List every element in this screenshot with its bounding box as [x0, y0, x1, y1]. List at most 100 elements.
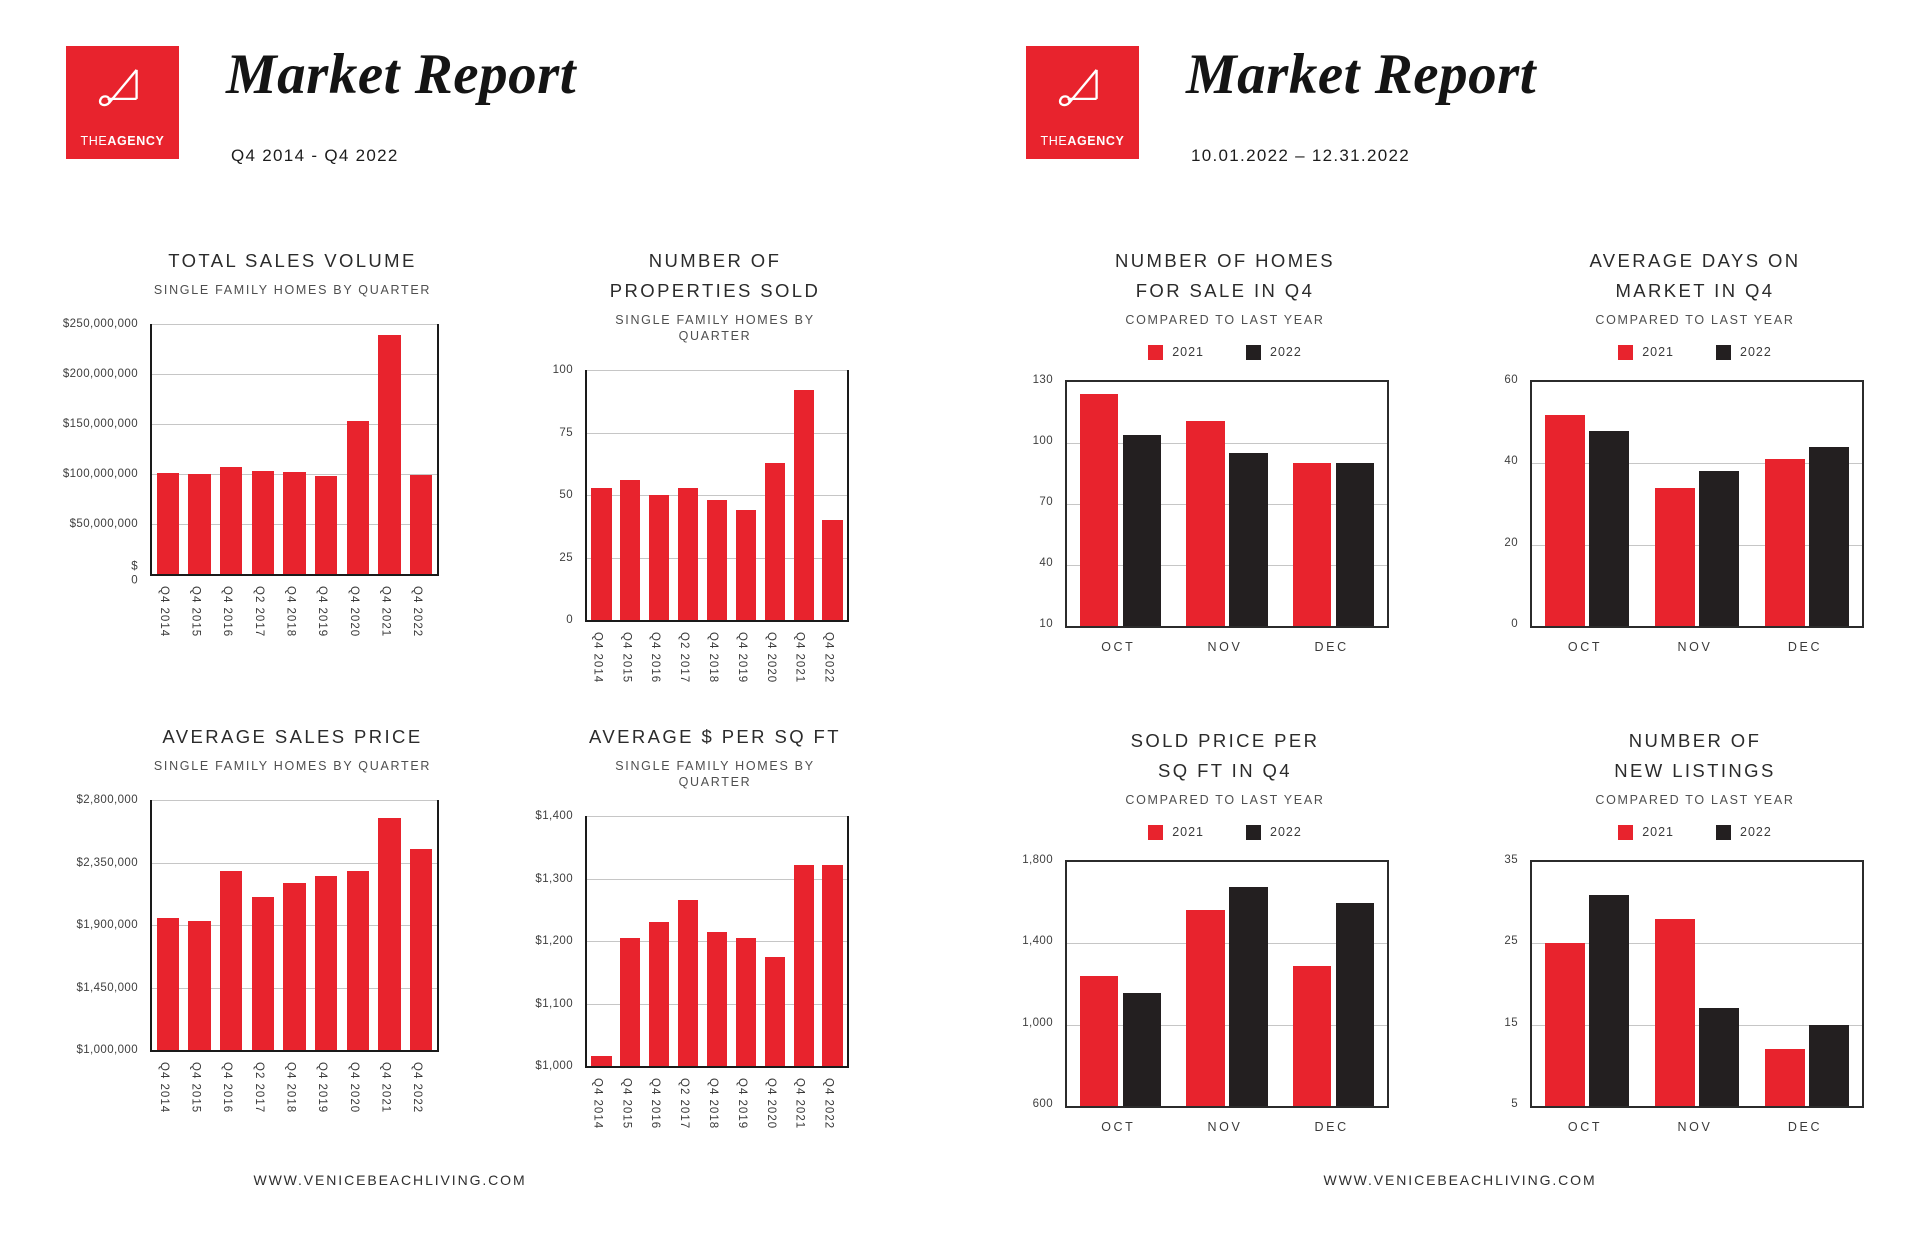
- legend-item: 2022: [1716, 824, 1772, 840]
- legend-label: 2022: [1740, 345, 1772, 359]
- x-tick-label: Q4 2015: [189, 586, 202, 638]
- x-tick-label: Q4 2022: [822, 632, 835, 684]
- y-tick-label: 1,000: [1022, 1016, 1053, 1029]
- chart-title-line: AVERAGE SALES PRICE: [162, 726, 423, 747]
- chart-number-of-properties-sold: NUMBER OF PROPERTIES SOLD SINGLE FAMILY H…: [530, 246, 849, 740]
- plot-area: [1065, 380, 1389, 628]
- chart-subtitle: COMPARED TO LAST YEAR: [1125, 793, 1325, 807]
- bar: [793, 390, 814, 620]
- x-tick-label: Q4 2014: [591, 632, 604, 684]
- bar: [188, 920, 211, 1050]
- chart-title-line: TOTAL SALES VOLUME: [168, 250, 417, 271]
- x-tick-label: Q4 2022: [822, 1078, 835, 1130]
- page-title: Market Report: [1186, 43, 1537, 106]
- bar-2021: [1292, 463, 1332, 626]
- bar-2021: [1079, 975, 1118, 1106]
- y-tick-label: $ 0: [131, 560, 138, 587]
- y-tick-label: $1,900,000: [76, 918, 138, 931]
- x-tick-label: NOV: [1207, 1120, 1243, 1134]
- gridline: [587, 370, 847, 371]
- x-tick-label: Q4 2019: [316, 586, 329, 638]
- y-tick-label: 20: [1504, 536, 1518, 549]
- x-tick-label: Q4 2018: [707, 1078, 719, 1130]
- legend-label: 2021: [1642, 825, 1674, 839]
- gridline: [587, 432, 847, 434]
- x-tick-label: Q2 2017: [252, 586, 265, 638]
- chart-number-of-new-listings: NUMBER OF NEW LISTINGS COMPARED TO LAST YE…: [1480, 726, 1864, 1140]
- chart-title-line: SOLD PRICE PER: [1130, 730, 1320, 751]
- x-axis-labels: OCT NOV DEC: [1065, 1120, 1385, 1140]
- chart-subtitle: COMPARED TO LAST YEAR: [1595, 313, 1795, 327]
- x-tick-label: Q4 2016: [649, 632, 662, 684]
- legend-swatch-2021: [1618, 824, 1634, 840]
- plot-area: [150, 324, 439, 576]
- bar: [764, 462, 785, 620]
- gridline: [1532, 463, 1862, 465]
- legend-swatch-2022: [1716, 344, 1731, 360]
- bar: [620, 480, 641, 620]
- website-footer: WWW.VENICEBEACHLIVING.COM: [1323, 1172, 1597, 1188]
- y-tick-label: $1,300: [535, 872, 573, 885]
- bar: [735, 937, 756, 1066]
- bar: [156, 473, 179, 574]
- gridline: [1532, 1024, 1862, 1026]
- x-tick-label: DEC: [1787, 640, 1823, 654]
- y-tick-label: 60: [1504, 373, 1518, 386]
- bar-2021: [1654, 918, 1695, 1106]
- gridline: [152, 862, 437, 864]
- gridline: [1067, 443, 1387, 444]
- bar: [793, 864, 814, 1066]
- x-tick-label: Q4 2019: [735, 1078, 748, 1130]
- x-tick-label: Q4 2018: [707, 632, 719, 684]
- chart-subtitle: SINGLE FAMILY HOMES BY QUARTER: [153, 759, 432, 773]
- x-axis-labels: OCT NOV DEC: [1530, 1120, 1860, 1140]
- y-axis: 130 100 70 40 10: [1015, 374, 1065, 630]
- y-tick-label: $1,400: [535, 809, 573, 822]
- y-tick-label: 75: [559, 426, 573, 439]
- gridline: [587, 495, 847, 496]
- page-right: THEAGENCY Market Report 10.01.2022 – 12.…: [960, 0, 1920, 1242]
- x-tick-label: OCT: [1101, 1120, 1136, 1134]
- bar-2022: [1229, 453, 1268, 626]
- agency-a-icon: [98, 69, 138, 107]
- bar-2022: [1809, 1024, 1850, 1106]
- brand-agency: AGENCY: [1067, 134, 1125, 148]
- x-axis-labels: Q4 2014 Q4 2015 Q4 2016 Q2 2017 Q4 2018 Q4 20…: [150, 586, 435, 694]
- page-date-range: Q4 2014 - Q4 2022: [231, 146, 399, 165]
- gridline: [152, 324, 437, 325]
- bar: [315, 876, 338, 1050]
- agency-wordmark: THEAGENCY: [66, 134, 179, 148]
- chart-legend: 2021 2022: [1530, 344, 1860, 360]
- x-tick-label: Q4 2020: [764, 632, 777, 684]
- legend-swatch-2021: [1618, 344, 1634, 360]
- x-tick-label: Q4 2020: [764, 1078, 777, 1130]
- legend-label: 2022: [1270, 345, 1302, 359]
- x-tick-label: NOV: [1677, 640, 1713, 654]
- bar-2021: [1079, 394, 1118, 626]
- brand-the: THE: [1040, 134, 1068, 148]
- page-date-range: 10.01.2022 – 12.31.2022: [1191, 146, 1410, 165]
- y-tick-label: $250,000,000: [62, 317, 138, 330]
- bar-2021: [1544, 943, 1585, 1106]
- bar: [283, 883, 306, 1050]
- chart-title-line: AVERAGE $ PER SQ FT: [589, 726, 841, 747]
- y-tick-label: $2,800,000: [76, 793, 138, 806]
- gridline: [152, 424, 437, 425]
- chart-title-line: NEW LISTINGS: [1614, 760, 1776, 781]
- legend-item: 2021: [1618, 344, 1674, 360]
- y-tick-label: $150,000,000: [62, 417, 138, 430]
- y-tick-label: 0: [1511, 617, 1518, 630]
- bar: [220, 467, 243, 574]
- y-tick-label: 25: [1504, 935, 1518, 948]
- gridline: [1067, 565, 1387, 566]
- plot-area: [1530, 860, 1864, 1108]
- x-axis-labels: Q4 2014 Q4 2015 Q4 2016 Q2 2017 Q4 2018 Q4 20…: [585, 632, 845, 740]
- x-tick-label: Q4 2016: [221, 1062, 234, 1114]
- x-tick-label: Q4 2020: [347, 1062, 360, 1114]
- legend-swatch-2022: [1716, 824, 1731, 840]
- legend-swatch-2022: [1246, 344, 1261, 360]
- gridline: [1067, 504, 1387, 505]
- chart-title-line: SQ FT IN Q4: [1158, 760, 1292, 781]
- y-tick-label: 40: [1504, 455, 1518, 468]
- bar: [156, 918, 179, 1050]
